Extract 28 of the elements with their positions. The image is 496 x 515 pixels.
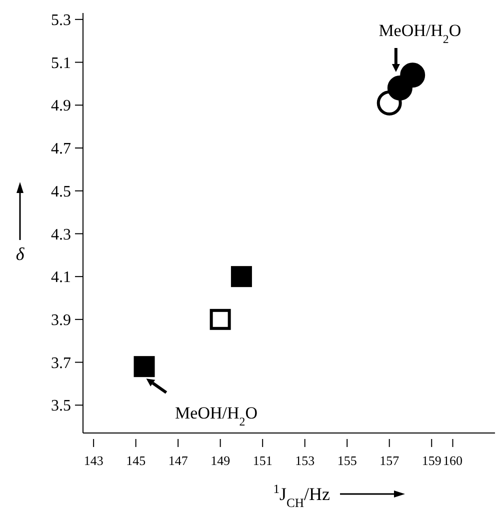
annotation: MeOH/H$_{2}$O: [175, 404, 258, 429]
y-tick-label: 3.9: [51, 312, 71, 330]
x-tick-label: 145: [126, 453, 146, 468]
y-tick-label: 4.9: [51, 98, 71, 115]
x-tick-label: 157: [380, 453, 400, 468]
x-tick-label: 159: [422, 453, 442, 468]
x-tick-label: 149: [210, 453, 230, 468]
y-tick-label: 4.5: [51, 183, 71, 200]
annotation: MeOH/H$_{2}$O: [378, 21, 462, 46]
x-axis-title: $^{1}$J$_{CH}$/Hz: [273, 482, 330, 510]
point: [134, 356, 155, 378]
y-tick-label: 5.1: [51, 54, 71, 72]
x-tick-label: 160: [442, 453, 462, 468]
point: [230, 266, 252, 288]
y-tick-label: 3.5: [51, 398, 71, 415]
y-tick-label: 3.7: [51, 354, 71, 372]
x-tick-label: 155: [337, 453, 357, 468]
y-tick-label: 4.1: [51, 269, 71, 286]
x-tick-label: 151: [252, 453, 272, 468]
point: [400, 62, 426, 88]
x-tick-label: 147: [168, 453, 188, 468]
y-axis-title: δ: [16, 244, 25, 264]
y-tick-label: 4.3: [51, 226, 71, 244]
x-tick-label: 143: [84, 453, 104, 468]
y-tick-label: 4.7: [51, 140, 71, 158]
x-tick-label: 153: [295, 453, 315, 468]
point: [210, 308, 231, 330]
y-tick-label: 5.3: [51, 12, 71, 30]
